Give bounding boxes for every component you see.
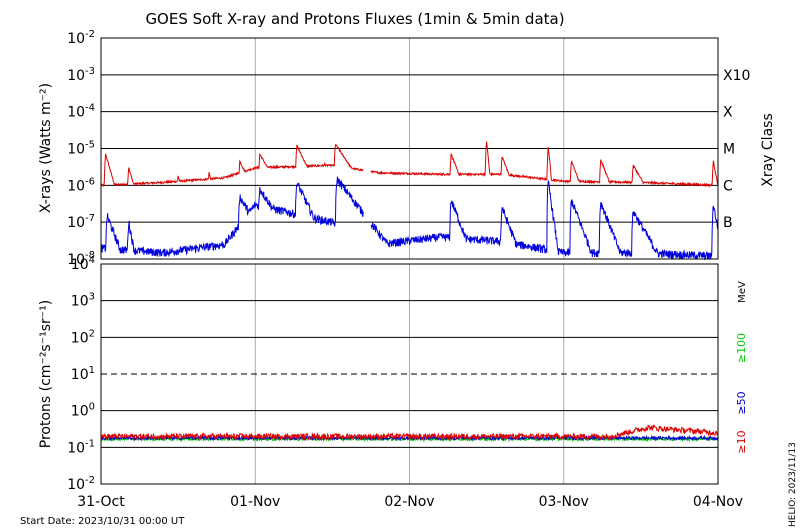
y-tick-label: 10-7	[67, 213, 95, 231]
xray-y-tick-labels: 10-8 10-7 10-6 10-5 10-4 10-3 10-2	[67, 29, 95, 268]
proton-unit-label: MeV	[737, 281, 748, 303]
xray-class-label: X10	[723, 68, 750, 84]
x-tick-label: 01-Nov	[230, 494, 280, 510]
xray-class-label: B	[723, 215, 733, 231]
xray-panel: 10-8 10-7 10-6 10-5 10-4 10-3 10-2 B C M X X10 X-r…	[38, 29, 776, 268]
y-tick-label: 10-2	[67, 29, 95, 47]
proton-horizontal-gridlines	[101, 300, 718, 448]
chart-title: GOES Soft X-ray and Protons Fluxes (1min…	[145, 10, 564, 28]
xray-y-axis-label: X-rays (Watts m⁻²)	[38, 83, 54, 213]
xray-frame	[100, 37, 719, 260]
x-tick-label: 04-Nov	[693, 494, 743, 510]
y-tick-label: 102	[71, 328, 95, 346]
credit-label: HELIO: 2023/11/13	[788, 442, 798, 527]
proton-legend-label: ≥50	[735, 391, 748, 414]
proton-y-axis-label: Protons (cm⁻²s⁻¹sr⁻¹)	[38, 300, 54, 449]
proton-flux-line	[100, 423, 719, 442]
y-tick-label: 10-5	[67, 140, 95, 158]
xray-class-label: C	[723, 178, 733, 194]
x-tick-label: 03-Nov	[539, 494, 589, 510]
y-tick-label: 103	[71, 292, 95, 310]
xray-class-label: X	[723, 105, 733, 121]
proton-y-tick-labels: 10-2 10-1 100 101 102 103 104	[67, 255, 95, 493]
xray-class-axis-label: Xray Class	[760, 113, 776, 187]
proton-frame	[100, 263, 719, 485]
y-tick-label: 100	[71, 402, 95, 420]
y-tick-label: 10-1	[67, 438, 95, 456]
y-tick-label: 10-6	[67, 176, 95, 194]
proton-panel: 10-2 10-1 100 101 102 103 104 Protons (cm⁻²s⁻¹…	[38, 255, 748, 493]
proton-series-group	[100, 423, 719, 443]
y-tick-label: 10-8	[67, 250, 95, 268]
xray-flux-line	[100, 141, 719, 188]
proton-legend-label: ≥10	[735, 430, 748, 453]
y-tick-label: 104	[71, 255, 95, 273]
xray-series-group	[100, 141, 719, 261]
y-tick-label: 10-2	[67, 475, 95, 493]
y-tick-label: 10-3	[67, 66, 95, 84]
xray-class-labels: B C M X X10	[723, 68, 750, 231]
xray-class-label: M	[723, 142, 735, 158]
x-tick-label: 31-Oct	[77, 494, 125, 510]
y-tick-label: 101	[71, 365, 95, 383]
x-tick-label: 02-Nov	[384, 494, 434, 510]
x-axis-tick-labels: 31-Oct 01-Nov 02-Nov 03-Nov 04-Nov	[77, 494, 743, 510]
xray-horizontal-gridlines	[101, 74, 718, 223]
xray-flux-line	[100, 176, 719, 261]
proton-legend: ≥10 ≥50 ≥100	[735, 333, 748, 454]
y-tick-label: 10-4	[67, 103, 95, 121]
start-date-label: Start Date: 2023/10/31 00:00 UT	[20, 516, 185, 527]
proton-legend-label: ≥100	[735, 333, 748, 363]
